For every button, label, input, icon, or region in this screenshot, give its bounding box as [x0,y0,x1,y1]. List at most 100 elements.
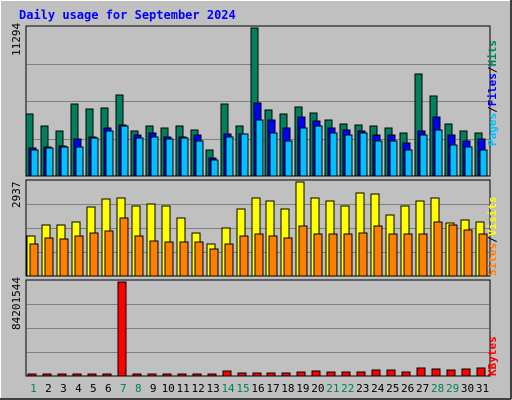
sites-bar [134,235,144,277]
sites-bar [328,233,338,277]
visits-ymax-label: 2937 [10,182,23,209]
sites-bar [149,240,159,277]
day-label: 15 [236,382,249,395]
legend-pages: Pages [486,113,499,146]
kbytes-bar [296,371,306,377]
pages-bar [449,144,458,177]
pages-bar [105,130,114,177]
day-label: 18 [281,382,294,395]
legend-files: Files [486,73,499,106]
pages-bar [359,132,368,177]
pages-bar [269,132,278,177]
kbytes-bar [461,368,471,377]
day-label: 12 [192,382,205,395]
legend-sep-3: / [486,236,499,243]
pages-bar [389,140,398,177]
pages-bar [225,136,234,177]
kbytes-bar [72,373,82,377]
sites-bar [298,225,308,277]
pages-bar [314,125,323,177]
pages-bar [180,137,189,177]
kbytes-bar [162,373,172,377]
day-label: 11 [177,382,190,395]
day-label: 1 [30,382,37,395]
kbytes-bar [431,368,441,377]
sites-bar [418,233,428,277]
day-label: 19 [296,382,309,395]
right-legend-top: Pages/Files/Hits [486,40,499,146]
sites-bar [463,229,473,277]
kbytes-bar [386,369,396,377]
kbytes-bar [117,281,127,377]
right-legend-bottom: KBytes [486,336,499,376]
day-label: 24 [371,382,385,395]
pages-bar [404,149,413,177]
hits-ymax-label: 11294 [10,23,23,56]
pages-files-hits-panel [25,25,491,177]
sites-bar [373,225,383,277]
kbytes-bar [177,373,187,377]
day-label: 2 [45,382,52,395]
sites-bar [179,241,189,277]
pages-bar [60,146,69,177]
svg-text:Sites/Visits: Sites/Visits [486,197,499,277]
sites-bar [254,233,264,277]
sites-visits-panel [25,179,491,277]
kbytes-bar [102,373,112,377]
sites-bar [164,241,174,277]
chart-title: Daily usage for September 2024 [19,8,236,22]
legend-sep-1: / [486,106,499,113]
pages-bar [434,129,443,177]
sites-bar [74,235,84,277]
sites-bar [478,233,488,277]
kbytes-bar [147,373,157,377]
sites-bar [313,233,323,277]
kbytes-bar [252,372,262,377]
pages-bar [165,138,174,177]
legend-kbytes: KBytes [486,336,499,376]
sites-bar [44,237,54,277]
day-label: 7 [120,382,127,395]
pages-bar [150,136,159,177]
kbytes-bar [356,371,366,377]
sites-bar [194,241,204,277]
sites-bar [29,243,39,277]
sites-bar [209,248,219,277]
legend-hits: Hits [486,40,499,67]
pages-bar [90,137,99,177]
pages-bar [210,159,219,177]
sites-bar [224,243,234,277]
kbytes-bar [416,367,426,377]
legend-sites: Sites [486,243,499,276]
pages-bar [299,127,308,177]
kbytes-bar [207,373,217,377]
sites-bar [448,224,458,277]
kbytes-bar [281,372,291,377]
pages-bar [464,146,473,177]
kbytes-bar [311,370,321,377]
pages-bar [75,146,84,177]
sites-bar [403,233,413,277]
day-label: 27 [416,382,429,395]
kbytes-bar [42,373,52,377]
sites-bar [268,235,278,277]
kbytes-ymax-label: 84201544 [10,277,23,330]
sites-bar [59,238,69,277]
pages-bar [45,147,54,177]
kbytes-bar [237,372,247,377]
kbytes-bar [446,369,456,377]
right-legend-middle: Sites/Visits [486,197,499,277]
day-label: 3 [60,382,67,395]
day-label: 5 [90,382,97,395]
day-label: 13 [206,382,219,395]
kbytes-bar [476,367,486,377]
sites-bar [283,237,293,277]
kbytes-bar [192,373,202,377]
kbytes-bar [266,372,276,377]
pages-bar [30,149,39,177]
day-label: 10 [162,382,175,395]
day-label: 17 [266,382,279,395]
day-label: 16 [251,382,264,395]
sites-bar [343,233,353,277]
pages-bar [284,140,293,177]
